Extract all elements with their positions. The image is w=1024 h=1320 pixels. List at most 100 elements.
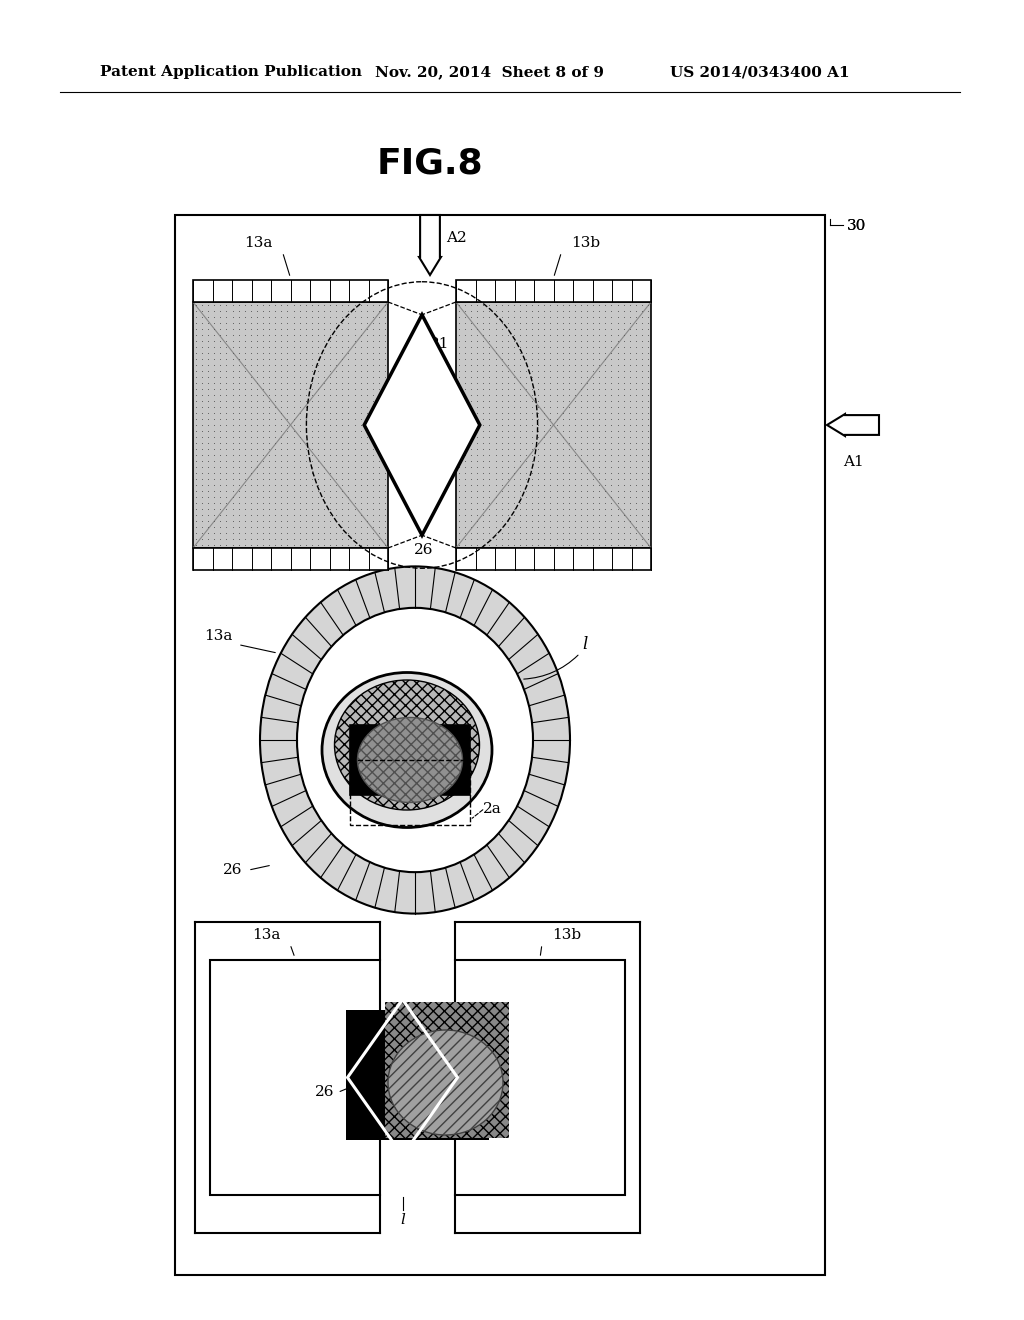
Point bbox=[328, 492, 344, 513]
Point bbox=[463, 474, 479, 495]
Point bbox=[340, 474, 356, 495]
Point bbox=[304, 504, 321, 525]
Point bbox=[506, 306, 522, 327]
Point bbox=[549, 499, 565, 520]
Point bbox=[334, 355, 350, 376]
Point bbox=[469, 474, 485, 495]
Point bbox=[309, 408, 326, 429]
Point bbox=[292, 487, 308, 508]
Point bbox=[340, 535, 356, 556]
Point bbox=[634, 414, 650, 436]
Point bbox=[512, 360, 528, 381]
Point bbox=[187, 516, 204, 537]
Point bbox=[328, 528, 344, 549]
Point bbox=[298, 487, 314, 508]
Point bbox=[628, 337, 644, 358]
Point bbox=[237, 306, 253, 327]
Point bbox=[187, 408, 204, 429]
Point bbox=[334, 379, 350, 400]
Point bbox=[358, 318, 375, 339]
Point bbox=[261, 391, 278, 412]
Point bbox=[494, 396, 510, 417]
Point bbox=[187, 337, 204, 358]
Point bbox=[304, 313, 321, 334]
Point bbox=[475, 348, 492, 370]
Point bbox=[475, 523, 492, 544]
Point bbox=[597, 355, 613, 376]
Point bbox=[358, 330, 375, 351]
Point bbox=[560, 474, 577, 495]
Point bbox=[628, 504, 644, 525]
Point bbox=[346, 367, 362, 388]
Point bbox=[358, 396, 375, 417]
Point bbox=[506, 504, 522, 525]
Point bbox=[463, 421, 479, 442]
Point bbox=[212, 426, 228, 447]
Point bbox=[218, 433, 234, 454]
Point bbox=[463, 487, 479, 508]
Point bbox=[451, 391, 467, 412]
Point bbox=[524, 325, 541, 346]
Point bbox=[463, 379, 479, 400]
Point bbox=[206, 301, 222, 322]
Point bbox=[224, 294, 241, 315]
Point bbox=[352, 318, 369, 339]
Point bbox=[579, 457, 595, 478]
Point bbox=[640, 408, 656, 429]
Point bbox=[315, 360, 332, 381]
Point bbox=[475, 474, 492, 495]
Point bbox=[609, 318, 626, 339]
Point bbox=[475, 462, 492, 483]
Point bbox=[566, 528, 583, 549]
Point bbox=[280, 480, 296, 502]
Point bbox=[322, 360, 338, 381]
Point bbox=[187, 391, 204, 412]
Point bbox=[451, 348, 467, 370]
Point bbox=[475, 330, 492, 351]
Point bbox=[500, 313, 516, 334]
Point bbox=[280, 450, 296, 471]
Point bbox=[451, 294, 467, 315]
Point bbox=[628, 403, 644, 424]
Point bbox=[475, 457, 492, 478]
Point bbox=[280, 294, 296, 315]
Point bbox=[273, 523, 290, 544]
Point bbox=[622, 511, 638, 532]
Point bbox=[340, 384, 356, 405]
Point bbox=[585, 318, 601, 339]
Point bbox=[566, 342, 583, 363]
Point bbox=[267, 396, 284, 417]
Point bbox=[340, 318, 356, 339]
Point bbox=[286, 469, 302, 490]
Point bbox=[597, 450, 613, 471]
Point bbox=[451, 379, 467, 400]
Point bbox=[512, 511, 528, 532]
Point bbox=[315, 421, 332, 442]
Point bbox=[549, 414, 565, 436]
Point bbox=[322, 445, 338, 466]
Point bbox=[371, 294, 387, 315]
Point bbox=[334, 445, 350, 466]
Point bbox=[218, 487, 234, 508]
Point bbox=[218, 474, 234, 495]
Point bbox=[506, 294, 522, 315]
Point bbox=[249, 355, 265, 376]
Point bbox=[304, 403, 321, 424]
Point bbox=[524, 355, 541, 376]
Point bbox=[224, 330, 241, 351]
Point bbox=[243, 313, 259, 334]
Point bbox=[463, 372, 479, 393]
Point bbox=[286, 325, 302, 346]
Point bbox=[622, 528, 638, 549]
Point bbox=[512, 396, 528, 417]
Point bbox=[249, 504, 265, 525]
Point bbox=[340, 511, 356, 532]
Point bbox=[506, 355, 522, 376]
Point bbox=[628, 379, 644, 400]
Point bbox=[273, 367, 290, 388]
Point bbox=[261, 342, 278, 363]
Point bbox=[518, 469, 535, 490]
Point bbox=[286, 294, 302, 315]
Point bbox=[273, 379, 290, 400]
Point bbox=[352, 337, 369, 358]
